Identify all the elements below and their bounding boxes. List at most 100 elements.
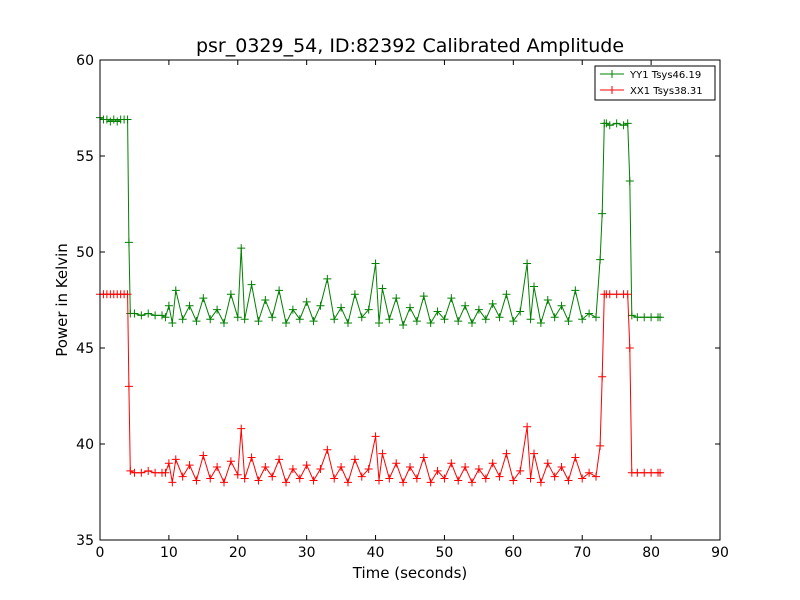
- data-point: [124, 382, 133, 391]
- data-point: [357, 313, 366, 322]
- data-point: [596, 441, 605, 450]
- data-point: [206, 474, 215, 483]
- data-point: [592, 472, 600, 481]
- data-point: [233, 313, 242, 322]
- data-point: [185, 301, 194, 310]
- data-point: [516, 466, 525, 475]
- data-point: [275, 286, 284, 295]
- y-tick-label: 60: [76, 53, 94, 69]
- data-point: [178, 315, 187, 324]
- data-point: [371, 432, 380, 441]
- data-point: [164, 459, 173, 468]
- data-point: [137, 468, 146, 477]
- data-point: [523, 259, 532, 268]
- data-point: [406, 463, 414, 472]
- data-point: [598, 209, 607, 218]
- y-tick-label: 55: [76, 149, 94, 165]
- data-point: [295, 474, 304, 483]
- legend-box: [594, 65, 716, 101]
- data-point: [454, 476, 463, 485]
- y-tick-label: 35: [76, 533, 94, 549]
- data-point: [550, 313, 559, 322]
- data-point: [433, 307, 442, 316]
- data-point: [623, 119, 632, 128]
- data-point: [378, 449, 387, 458]
- data-point: [213, 305, 222, 314]
- x-tick-label: 80: [642, 545, 660, 561]
- data-point: [619, 121, 628, 130]
- data-point: [295, 315, 304, 324]
- data-point: [557, 463, 566, 472]
- data-point: [399, 320, 408, 329]
- data-point: [509, 317, 518, 326]
- data-point: [323, 445, 332, 454]
- data-point: [640, 468, 649, 477]
- data-point: [268, 313, 277, 322]
- x-tick-label: 10: [160, 545, 178, 561]
- data-point: [247, 280, 256, 289]
- data-point: [240, 474, 249, 483]
- data-point: [640, 313, 649, 322]
- data-point: [357, 472, 366, 481]
- data-point: [392, 459, 401, 468]
- data-point: [220, 319, 228, 328]
- y-tick-label: 50: [76, 245, 94, 261]
- data-point: [623, 290, 632, 299]
- data-point: [350, 455, 359, 464]
- data-point: [557, 301, 566, 310]
- data-point: [530, 449, 538, 458]
- data-point: [571, 453, 580, 462]
- data-point: [454, 317, 463, 326]
- data-point: [585, 309, 594, 318]
- data-point: [109, 115, 118, 124]
- data-point: [516, 307, 525, 316]
- data-point: [168, 319, 177, 328]
- data-point: [406, 303, 414, 312]
- data-point: [309, 317, 318, 326]
- data-point: [412, 317, 421, 326]
- data-point: [123, 115, 132, 124]
- data-point: [474, 305, 483, 314]
- x-tick-label: 70: [573, 545, 591, 561]
- data-point: [605, 121, 614, 130]
- data-point: [288, 464, 297, 473]
- legend-label: XX1 Tsys38.31: [630, 86, 703, 97]
- data-point: [113, 117, 122, 126]
- data-point: [571, 286, 580, 295]
- data-point: [602, 119, 611, 128]
- data-point: [612, 290, 621, 299]
- data-point: [330, 315, 339, 324]
- series-0: [96, 113, 665, 329]
- data-point: [647, 468, 656, 477]
- legend: YY1 Tsys46.19 XX1 Tsys38.31: [594, 65, 716, 101]
- data-point: [536, 478, 545, 487]
- data-point: [375, 319, 383, 328]
- data-point: [578, 315, 587, 324]
- x-tick-label: 60: [504, 545, 522, 561]
- data-point: [481, 315, 490, 324]
- data-point: [375, 476, 383, 485]
- data-point: [625, 176, 634, 185]
- data-point: [468, 319, 476, 328]
- data-point: [625, 344, 634, 352]
- data-point: [282, 319, 290, 328]
- data-point: [124, 238, 133, 247]
- data-point: [488, 299, 497, 308]
- data-point: [633, 468, 642, 477]
- data-point: [656, 313, 665, 322]
- data-point: [543, 459, 552, 468]
- data-point: [275, 455, 284, 464]
- data-point: [226, 290, 235, 299]
- data-point: [106, 117, 115, 126]
- data-point: [385, 315, 394, 324]
- x-tick-label: 20: [229, 545, 247, 561]
- data-point: [151, 311, 160, 320]
- data-point: [633, 313, 642, 322]
- data-point: [254, 317, 263, 326]
- x-tick-label: 0: [96, 545, 105, 561]
- y-axis-label: Power in Kelvin: [53, 243, 71, 357]
- data-point: [237, 244, 246, 253]
- data-point: [282, 478, 290, 487]
- data-point: [126, 466, 135, 475]
